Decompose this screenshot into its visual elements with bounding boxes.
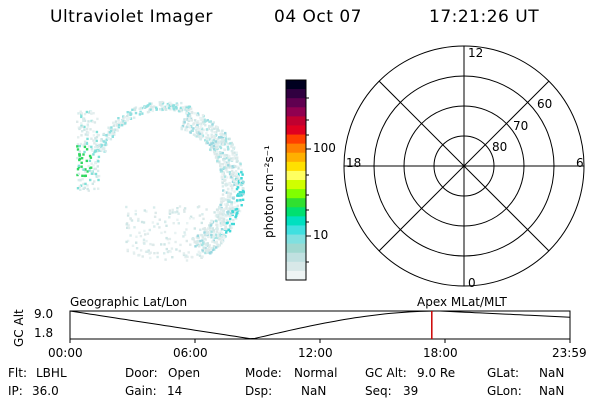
x-tick-label-3: 18:00: [423, 346, 458, 360]
gain-label: Gain:: [125, 384, 157, 398]
mode-label: Mode:: [245, 366, 282, 380]
glat-value: NaN: [539, 366, 565, 380]
mlt-label-18: 18: [346, 156, 362, 170]
geographic-label: Geographic Lat/Lon: [70, 295, 188, 309]
colorbar-segment: [286, 243, 306, 254]
mlt-label-12: 12: [468, 46, 484, 60]
colorbar-segment: [286, 170, 306, 181]
x-tick-label-0: 00:00: [48, 346, 83, 360]
dsp-label: Dsp:: [245, 384, 273, 398]
colorbar-segment: [286, 161, 306, 172]
polar-line-diag-2: [378, 80, 550, 252]
timeline-frame: [69, 310, 571, 340]
colorbar-segment: [286, 225, 306, 236]
colorbar-segment: [286, 143, 306, 154]
lat-label-60: 60: [537, 97, 553, 111]
colorbar-segment: [286, 125, 306, 136]
lat-label-80: 80: [492, 140, 508, 154]
glon-value: NaN: [539, 384, 565, 398]
glat-label: GLat:: [487, 366, 520, 380]
gc-alt-label: GC Alt:: [365, 366, 407, 380]
timeline-y-tick-9: 9.0: [34, 307, 54, 321]
door-label: Door:: [125, 366, 158, 380]
door-value: Open: [168, 366, 201, 380]
colorbar-tick-label-100: 100: [313, 141, 336, 155]
colorbar-segment: [286, 252, 306, 263]
mlt-label-6: 6: [576, 156, 584, 170]
lat-label-70: 70: [513, 119, 529, 133]
aurora-pixels: [76, 100, 245, 262]
time-label: 17:21:26 UT: [429, 7, 540, 27]
colorbar-segment: [286, 152, 306, 163]
filter-label: Flt:: [8, 366, 27, 380]
x-tick-label-4: 23:59: [552, 346, 587, 360]
filter-value: LBHL: [36, 366, 67, 380]
gain-value: 14: [167, 384, 183, 398]
gc-alt-value: 9.0 Re: [417, 366, 456, 380]
colorbar-segment: [286, 234, 306, 245]
ip-label: IP:: [8, 384, 23, 398]
seq-value: 39: [403, 384, 419, 398]
colorbar-segment: [286, 189, 306, 199]
colorbar-segment: [286, 207, 306, 217]
colorbar-segment: [286, 134, 306, 145]
colorbar-segment: [286, 89, 306, 99]
mode-value: Normal: [294, 366, 338, 380]
colorbar-segment: [286, 80, 306, 90]
colorbar-segment: [286, 216, 306, 227]
timeline-y-tick-1.8: 1.8: [34, 326, 54, 340]
instrument-title: Ultraviolet Imager: [50, 7, 213, 27]
colorbar-segment: [286, 270, 306, 281]
ip-value: 36.0: [32, 384, 59, 398]
colorbar-segment: [286, 107, 306, 117]
colorbar-segment: [286, 116, 306, 127]
colorbar-segment: [286, 198, 306, 208]
colorbar-strip: [286, 80, 306, 281]
colorbar-segment: [286, 98, 306, 108]
x-tick-label-2: 12:00: [298, 346, 333, 360]
date-label: 04 Oct 07: [274, 7, 362, 27]
colorbar-segment: [286, 180, 306, 190]
altitude-curve: [69, 310, 571, 340]
x-tick-label-1: 06:00: [173, 346, 208, 360]
mlt-label-0: 0: [468, 276, 476, 290]
colorbar-frame: [285, 79, 307, 281]
dsp-value: NaN: [301, 384, 327, 398]
colorbar-tick-label-10: 10: [313, 228, 329, 242]
apex-label: Apex MLat/MLT: [417, 295, 507, 309]
glon-label: GLon:: [487, 384, 522, 398]
seq-label: Seq:: [365, 384, 392, 398]
colorbar-segment: [286, 261, 306, 272]
